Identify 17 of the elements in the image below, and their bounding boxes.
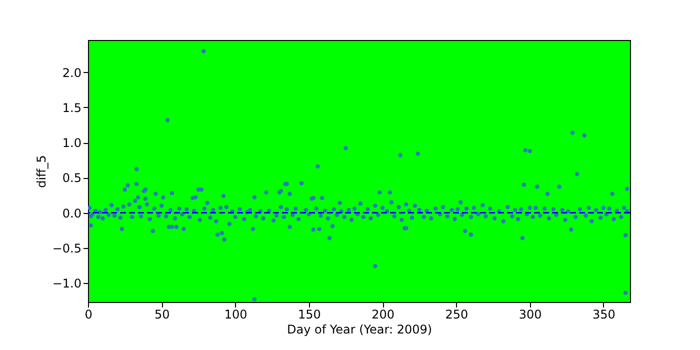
x-tick-label: 300 (518, 308, 542, 322)
y-tick-label: −1.0 (52, 276, 82, 291)
x-tick-label: 250 (445, 308, 468, 322)
x-axis-title: Day of Year (Year: 2009) (286, 322, 432, 336)
x-tick-label: 150 (298, 308, 321, 322)
y-tick-label: 0.0 (62, 206, 82, 220)
x-tick-label: 100 (224, 308, 248, 322)
x-tick-label: 200 (372, 308, 395, 322)
x-tick-label: 0 (84, 308, 92, 322)
y-tick-label: 1.0 (62, 136, 82, 150)
x-tick-label: 50 (154, 308, 170, 322)
y-tick-label: 2.0 (62, 66, 82, 80)
y-tick-label: −0.5 (52, 241, 82, 256)
y-tick-label: 1.5 (62, 100, 82, 115)
y-axis-title: diff_5 (34, 155, 48, 188)
y-tick-label: 0.5 (62, 171, 82, 186)
x-tick-label: 350 (592, 308, 616, 322)
